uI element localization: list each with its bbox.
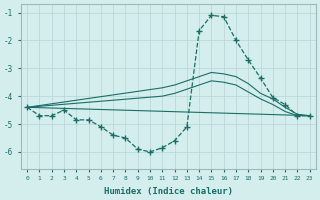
X-axis label: Humidex (Indice chaleur): Humidex (Indice chaleur) [104, 187, 233, 196]
